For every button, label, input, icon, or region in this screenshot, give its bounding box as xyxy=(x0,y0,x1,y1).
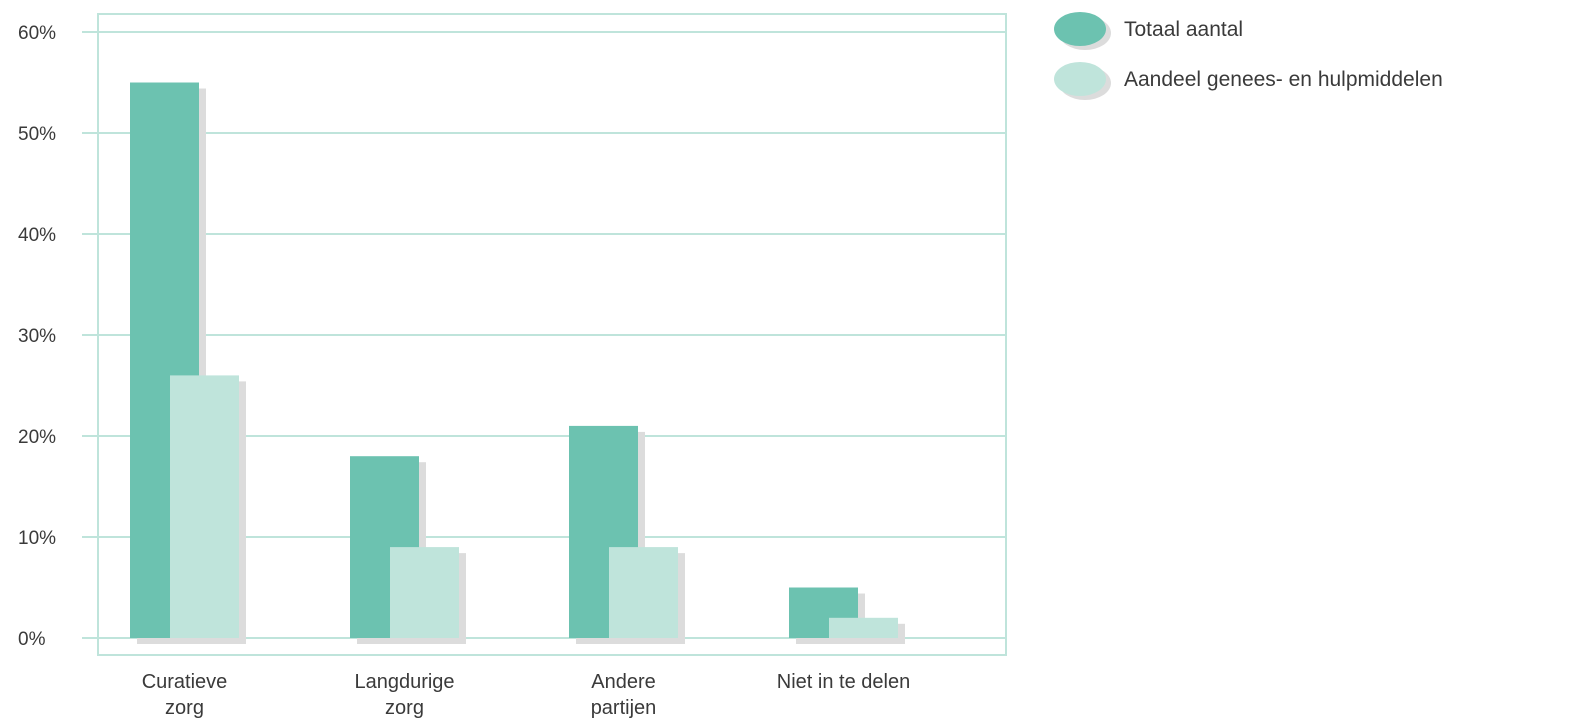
legend-label: Aandeel genees- en hulpmiddelen xyxy=(1124,68,1443,91)
bar-aandeel-0 xyxy=(170,375,239,638)
y-tick-label: 20% xyxy=(18,427,56,448)
legend-label: Totaal aantal xyxy=(1124,18,1243,41)
legend: Totaal aantal Aandeel genees- en hulpmidd… xyxy=(1054,12,1443,100)
x-tick-label: Niet in te delen xyxy=(777,671,910,693)
y-axis-ticks: 0% 10% 20% 30% 40% 50% 60% xyxy=(18,23,56,650)
y-tick-label: 50% xyxy=(18,124,56,145)
y-tick-label: 60% xyxy=(18,23,56,44)
y-tick-label: 10% xyxy=(18,528,56,549)
y-tick-label: 40% xyxy=(18,225,56,246)
y-tick-label: 0% xyxy=(18,629,46,650)
bar-aandeel-3 xyxy=(829,617,898,638)
bar-aandeel-1 xyxy=(390,547,459,638)
x-tick-label: Andere xyxy=(591,671,656,693)
x-tick-label: Curatieve xyxy=(142,671,228,693)
x-tick-label: zorg xyxy=(385,697,424,719)
x-tick-label: Langdurige xyxy=(354,671,454,693)
bar-aandeel-2 xyxy=(609,547,678,638)
legend-swatch xyxy=(1054,62,1106,96)
plot-frame xyxy=(97,13,1007,656)
bars xyxy=(130,82,905,644)
legend-swatch xyxy=(1054,12,1106,46)
x-tick-label: partijen xyxy=(591,697,657,719)
y-tick-label: 30% xyxy=(18,326,56,347)
x-tick-label: zorg xyxy=(165,697,204,719)
x-axis-labels: Curatieve zorg Langdurige zorg Andere partije… xyxy=(142,671,911,719)
